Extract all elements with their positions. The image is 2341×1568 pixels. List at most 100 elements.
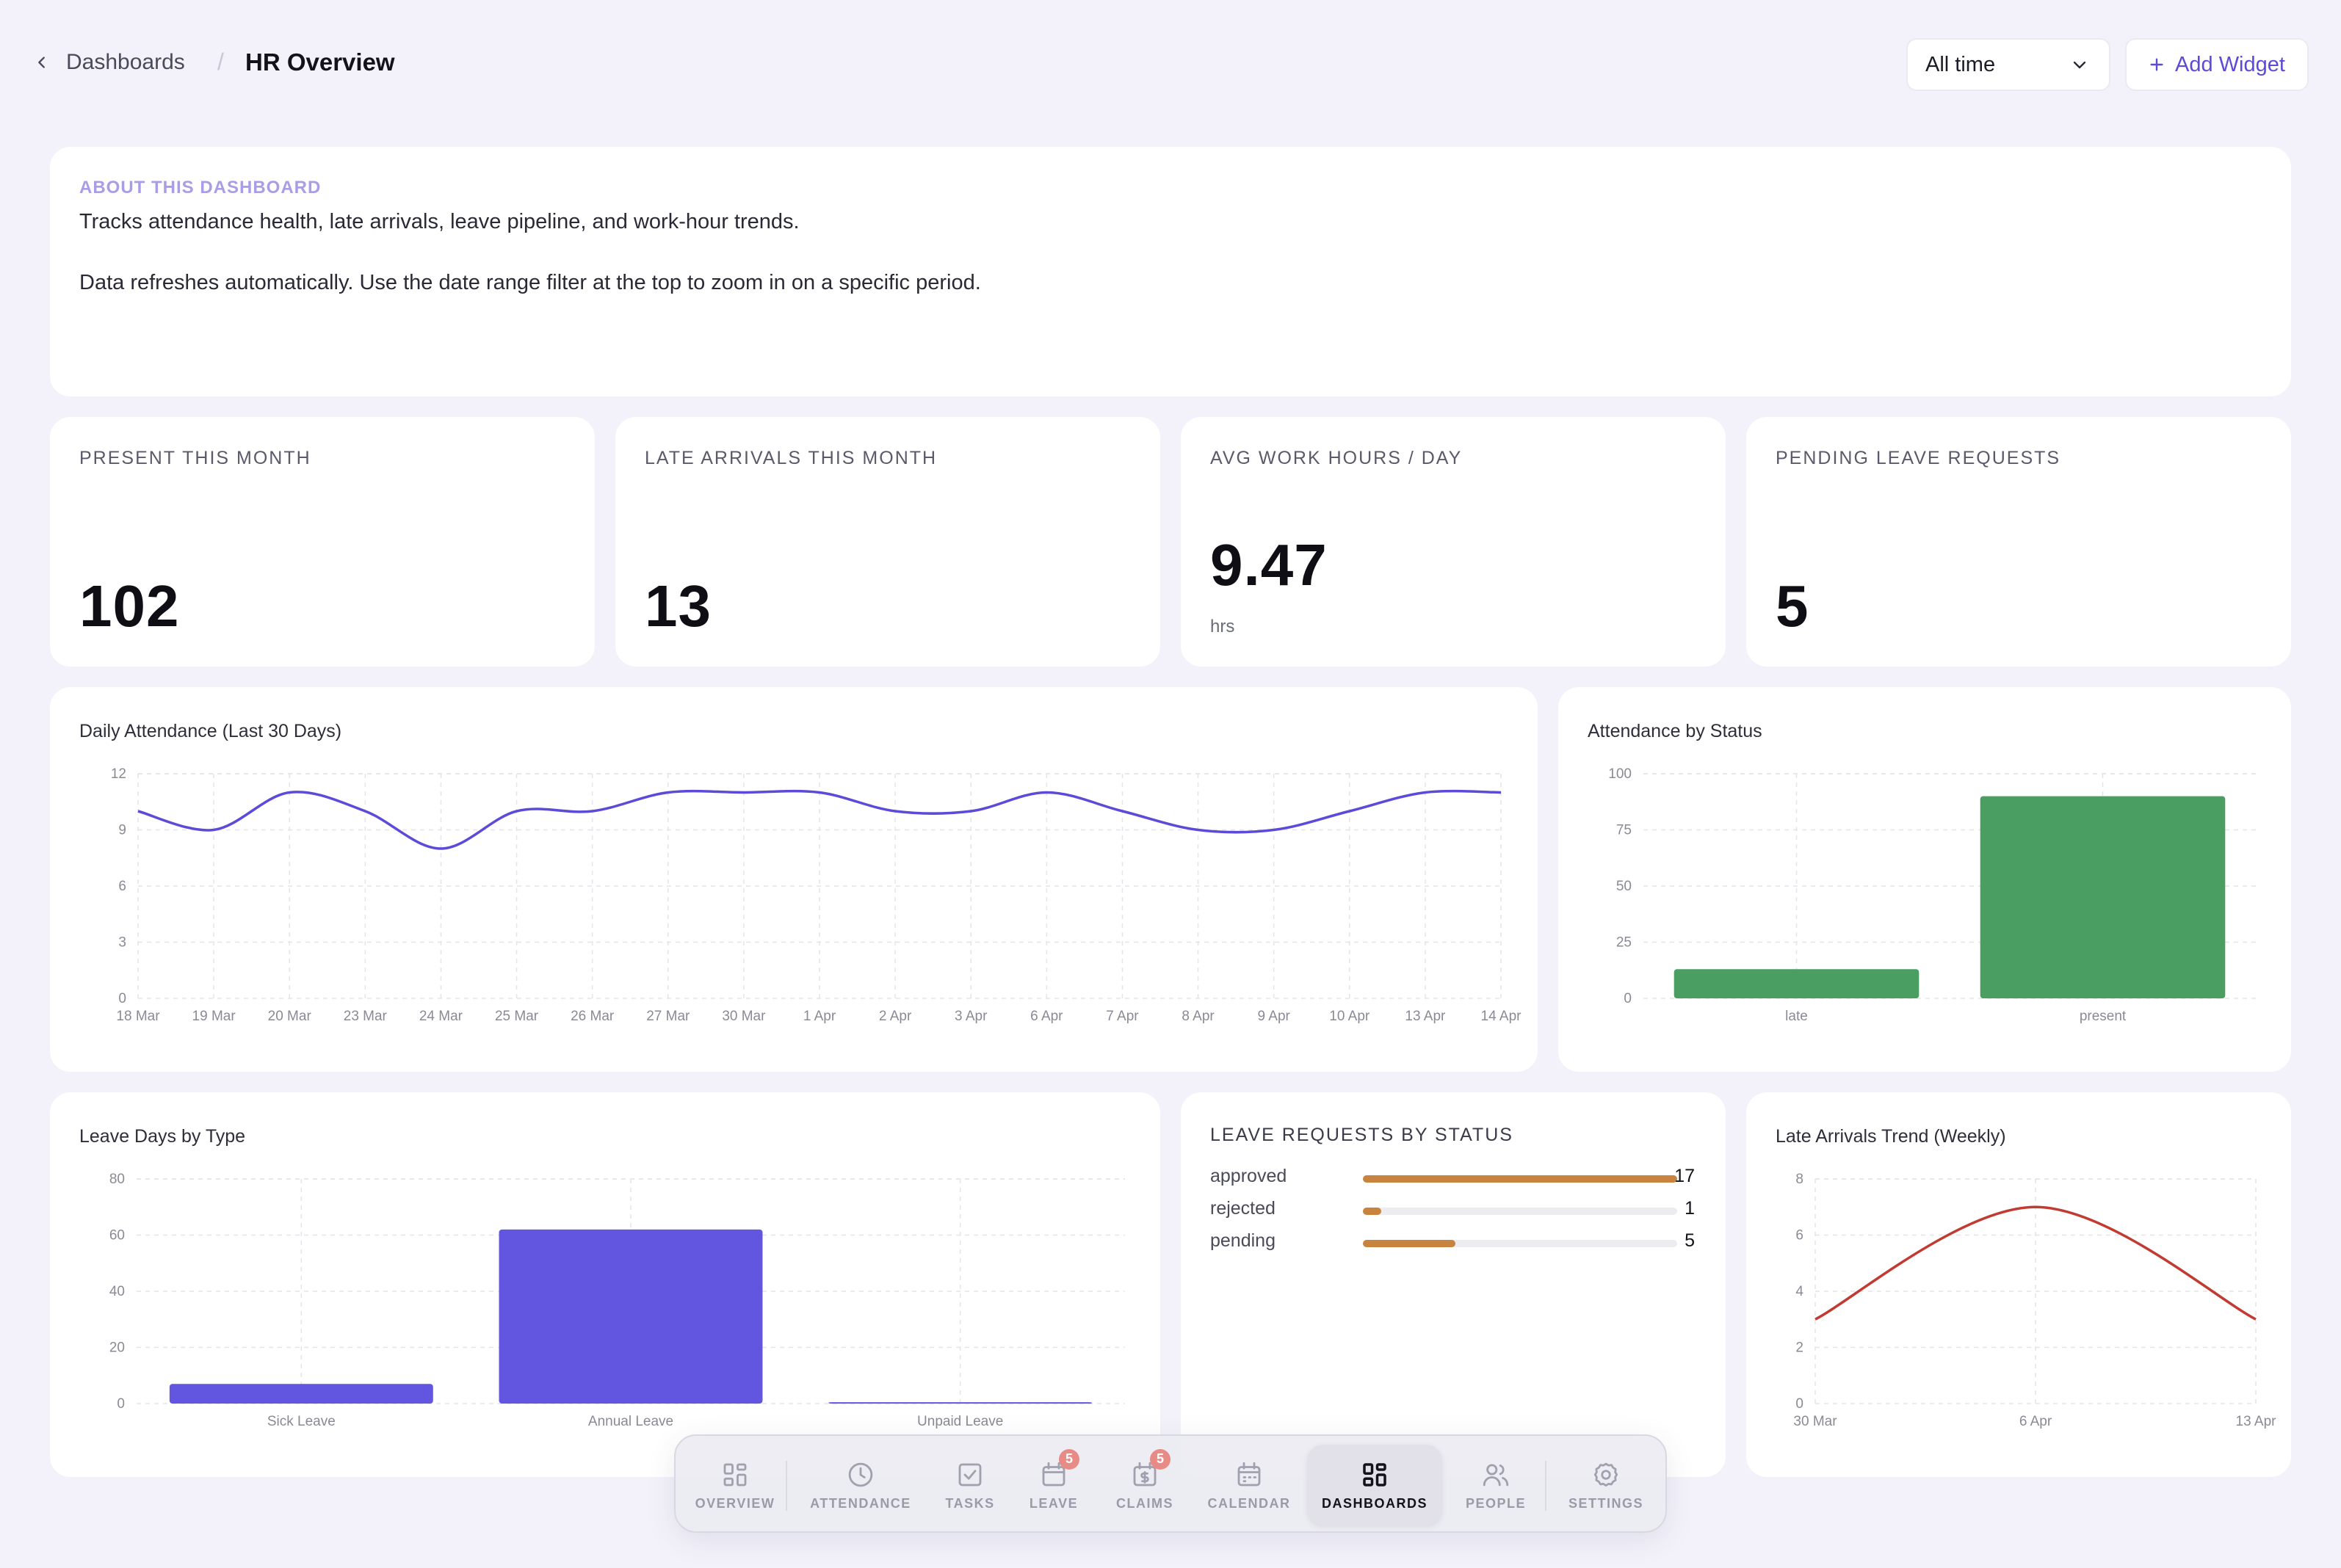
nav-attendance[interactable]: ATTENDANCE [800,1445,921,1525]
stat-label: PRESENT THIS MONTH [79,448,311,468]
x-tick-label: 3 Apr [955,1009,988,1024]
leave-status-row-pending: pending 5 [1210,1230,1695,1255]
nav-leave[interactable]: 5 LEAVE [1016,1445,1091,1525]
x-tick-label: 14 Apr [1481,1009,1522,1024]
calendar-icon: 5 [1038,1448,1079,1490]
nav-label: DASHBOARDS [1321,1495,1428,1511]
nav-label: OVERVIEW [695,1495,775,1511]
x-tick-label: Annual Leave [588,1414,673,1429]
leave-days-by-type-chart: 0 20 40 60 80 Sick Leave Annual Leave Unpaid Le… [109,1172,1125,1429]
x-tick-label: 10 Apr [1329,1009,1370,1024]
x-tick-label: 23 Mar [344,1009,388,1024]
breadcrumb-separator: / [217,48,224,75]
y-tick-label: 4 [1795,1284,1803,1299]
leave-status-title: LEAVE REQUESTS BY STATUS [1210,1125,1513,1145]
stat-unit: hrs [1210,617,1235,636]
x-tick-label: 13 Apr [1405,1009,1446,1024]
leave-status-row-approved: approved 17 [1210,1166,1695,1191]
x-tick-label: 18 Mar [116,1009,160,1024]
x-tick-label: 2 Apr [879,1009,912,1024]
status-bar-fill [1363,1240,1455,1247]
x-tick-label: Unpaid Leave [917,1414,1003,1429]
nav-people[interactable]: PEOPLE [1454,1445,1538,1525]
x-tick-label: 13 Apr [2236,1414,2277,1429]
attendance-by-status-chart-card: 0 25 50 75 100 late present Attendance by Stat… [1558,687,2291,1072]
x-tick-label: 1 Apr [803,1009,836,1024]
stat-label: PENDING LEAVE REQUESTS [1776,448,2061,468]
y-tick-label: 80 [109,1172,125,1187]
late-arrivals-trend-chart: 0 2 4 6 8 30 Mar 6 Apr 13 Apr [1793,1172,2277,1429]
x-tick-label: 19 Mar [192,1009,236,1024]
bottom-navigation-bar: OVERVIEW ATTENDANCE TASKS 5 LEAVE 5 CLAI… [674,1434,1667,1533]
x-tick-label: 27 Mar [646,1009,690,1024]
gear-icon [1591,1459,1621,1490]
date-range-select[interactable]: All time [1906,38,2110,91]
claims-badge: 5 [1150,1448,1170,1470]
nav-label: PEOPLE [1465,1495,1527,1511]
nav-overview[interactable]: OVERVIEW [690,1445,780,1525]
series-line [137,789,1502,850]
bar [828,1402,1093,1404]
add-widget-label: Add Widget [2175,52,2285,76]
chart-title: Daily Attendance (Last 30 Days) [79,721,342,741]
y-tick-label: 2 [1795,1340,1803,1356]
attendance-by-status-chart: 0 25 50 75 100 late present [1608,766,2256,1024]
checkbox-icon [955,1459,985,1490]
receipt-icon: 5 [1129,1448,1170,1490]
status-count: 1 [1685,1198,1695,1219]
breadcrumb-dashboards: Dashboards [66,50,185,74]
about-heading: ABOUT THIS DASHBOARD [79,178,322,197]
clock-icon [845,1459,876,1490]
nav-label: LEAVE [1029,1495,1079,1511]
about-refresh-note: Data refreshes automatically. Use the da… [79,271,981,294]
x-tick-label: 6 Apr [1030,1009,1063,1024]
x-tick-label: 26 Mar [571,1009,615,1024]
leave-status-row-rejected: rejected 1 [1210,1198,1695,1223]
x-tick-label: 25 Mar [495,1009,539,1024]
y-tick-label: 40 [109,1284,125,1299]
stat-value: 102 [79,573,180,639]
y-tick-label: 50 [1616,879,1632,894]
y-tick-label: 12 [111,766,126,782]
nav-tasks[interactable]: TASKS [933,1445,1007,1525]
calendar-icon [1234,1459,1264,1490]
leave-badge: 5 [1059,1448,1079,1470]
y-tick-label: 6 [118,879,126,894]
x-tick-label: 9 Apr [1257,1009,1290,1024]
x-tick-label: 7 Apr [1106,1009,1139,1024]
leave-requests-by-status-card: LEAVE REQUESTS BY STATUS approved 17 rej… [1181,1092,1726,1477]
stat-value: 5 [1776,573,1809,639]
x-tick-label: present [2080,1009,2127,1024]
x-tick-label: 24 Mar [419,1009,463,1024]
nav-settings[interactable]: SETTINGS [1557,1445,1655,1525]
dashboard-icon [1359,1459,1390,1490]
y-tick-label: 60 [109,1228,125,1244]
add-widget-button[interactable]: Add Widget [2125,38,2309,91]
stat-label: LATE ARRIVALS THIS MONTH [645,448,938,468]
nav-label: ATTENDANCE [810,1495,911,1511]
bar [499,1229,763,1404]
y-tick-label: 0 [118,991,126,1006]
plus-icon [2150,58,2163,71]
y-tick-label: 100 [1608,766,1632,782]
y-tick-label: 0 [1624,991,1632,1006]
x-tick-label: 8 Apr [1182,1009,1215,1024]
nav-calendar[interactable]: CALENDAR [1198,1445,1300,1525]
y-tick-label: 8 [1795,1172,1803,1187]
x-tick-label: 20 Mar [268,1009,312,1024]
nav-divider [1545,1461,1546,1511]
bar [1980,796,2226,998]
nav-claims[interactable]: 5 CLAIMS [1100,1445,1190,1525]
about-description: Tracks attendance health, late arrivals,… [79,210,800,233]
y-tick-label: 9 [118,823,126,838]
chart-title: Leave Days by Type [79,1126,246,1147]
grid-icon [720,1459,750,1490]
late-arrivals-trend-chart-card: 0 2 4 6 8 30 Mar 6 Apr 13 Apr Late Arrivals Tre… [1746,1092,2291,1477]
y-tick-label: 75 [1616,823,1632,838]
back-to-dashboards-link[interactable]: Dashboards [34,50,185,75]
stat-card-late-arrivals: LATE ARRIVALS THIS MONTH 13 [615,417,1160,667]
status-count: 5 [1685,1230,1695,1251]
nav-dashboards[interactable]: DASHBOARDS [1307,1445,1442,1525]
x-tick-label: 6 Apr [2019,1414,2052,1429]
y-tick-label: 0 [117,1396,125,1412]
